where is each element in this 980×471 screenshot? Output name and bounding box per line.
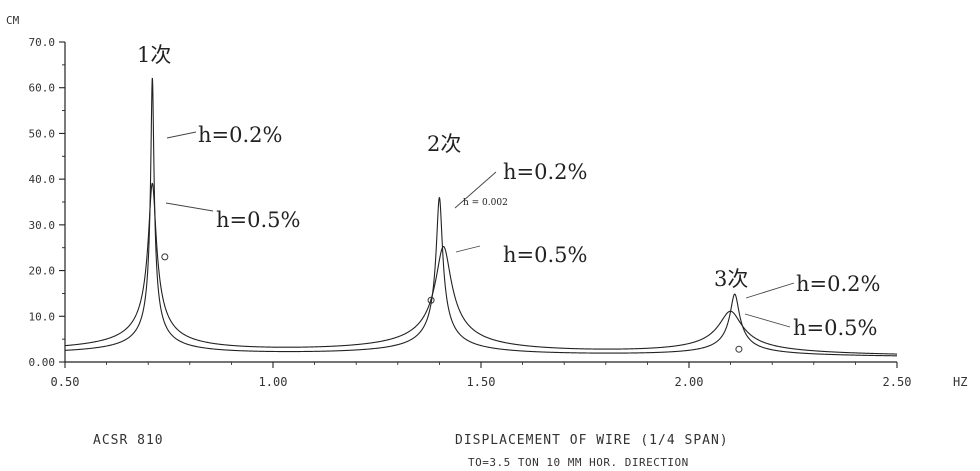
caption-conditions: TO=3.5 TON 10 MM HOR. DIRECTION <box>468 456 689 469</box>
label-h05-mode1: h=0.5% <box>216 208 300 232</box>
y-tick-label: 50.0 <box>29 127 56 140</box>
y-ticks: 0.00 10.0 20.0 30.0 40.0 50.0 60.0 70.0 <box>29 36 65 369</box>
annotation-leaders <box>165 131 795 328</box>
measured-point <box>427 296 435 304</box>
label-h02-mode3: h=0.2% <box>796 272 880 296</box>
caption-conductor: ACSR 810 <box>93 433 164 448</box>
x-tick-label: 1.00 <box>259 375 288 389</box>
caption-title: DISPLACEMENT OF WIRE (1/4 SPAN) <box>455 433 729 448</box>
leader-h05-mode1 <box>165 202 214 212</box>
label-h05-mode3: h=0.5% <box>793 316 877 340</box>
x-tick-label: 2.50 <box>883 375 912 389</box>
x-ticks: 0.50 1.00 1.50 2.00 2.50 <box>51 362 912 389</box>
y-tick-label: 30.0 <box>29 219 56 232</box>
y-unit-label: CM <box>6 14 20 27</box>
x-tick-label: 0.50 <box>51 375 80 389</box>
y-tick-label: 70.0 <box>29 36 56 49</box>
leader-h05-mode3 <box>744 313 791 328</box>
mode-2-label: 2次 <box>427 132 461 156</box>
mode-3-label: 3次 <box>714 267 748 291</box>
measured-points <box>161 253 743 353</box>
series-line <box>64 182 898 355</box>
label-h05-mode2: h=0.5% <box>503 243 587 267</box>
series-layer <box>64 77 898 357</box>
x-tick-label: 1.50 <box>467 375 496 389</box>
x-unit-label: HZ <box>953 375 967 389</box>
leader-h02-mode3 <box>745 282 795 299</box>
mode-1-label: 1次 <box>137 43 171 67</box>
label-h02-mode2: h=0.2% <box>503 160 587 184</box>
series-line <box>64 77 897 357</box>
leader-h02-mode1 <box>166 131 197 139</box>
x-tick-label: 2.00 <box>675 375 704 389</box>
measured-point <box>735 345 743 353</box>
y-tick-label: 20.0 <box>29 265 56 278</box>
leader-h05-mode2 <box>455 245 481 253</box>
y-tick-label: 10.0 <box>29 310 56 323</box>
y-tick-label: 40.0 <box>29 173 56 186</box>
label-h002-small: h = 0.002 <box>463 198 508 208</box>
label-h02-mode1: h=0.2% <box>198 123 282 147</box>
leader-h02-mode2 <box>454 171 497 209</box>
measured-point <box>161 253 169 261</box>
y-tick-label: 60.0 <box>29 82 56 95</box>
y-tick-label: 0.00 <box>29 356 56 369</box>
